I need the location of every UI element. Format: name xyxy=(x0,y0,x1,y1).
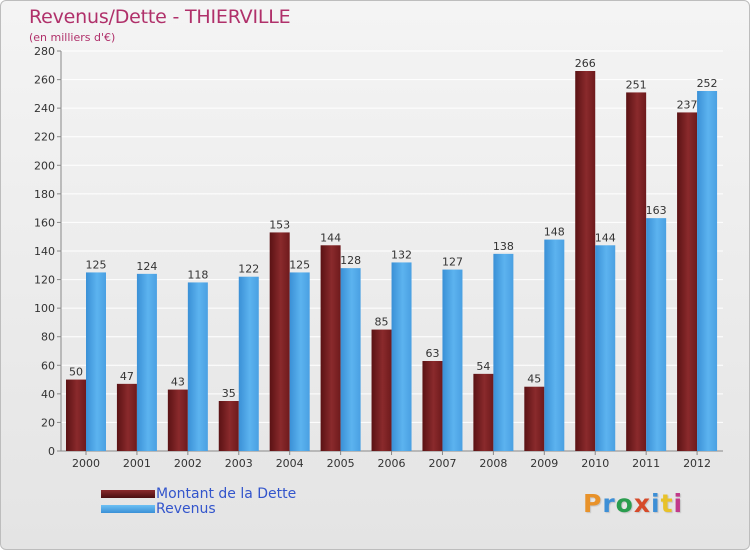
bar-dette-2009 xyxy=(524,386,545,451)
y-tick-label-120: 120 xyxy=(34,274,55,287)
bar-dette-2002 xyxy=(167,389,188,451)
data-label-dette-2000: 50 xyxy=(69,366,83,379)
y-tick-label-80: 80 xyxy=(41,331,55,344)
bar-dette-2004 xyxy=(269,232,290,451)
data-label-dette-2010: 266 xyxy=(575,57,596,70)
bar-dette-2010 xyxy=(575,71,596,451)
y-tick-label-140: 140 xyxy=(34,245,55,258)
bar-dette-2008 xyxy=(473,373,494,451)
data-label-revenus-2006: 132 xyxy=(391,248,412,261)
data-label-dette-2011: 251 xyxy=(626,78,647,91)
data-label-revenus-2005: 128 xyxy=(340,254,361,267)
bar-dette-2001 xyxy=(116,383,137,451)
data-label-revenus-2012: 252 xyxy=(697,77,718,90)
y-tick-label-20: 20 xyxy=(41,416,55,429)
data-label-revenus-2011: 163 xyxy=(646,204,667,217)
data-label-dette-2007: 63 xyxy=(425,347,439,360)
bar-revenus-2005 xyxy=(340,268,361,451)
data-label-dette-2001: 47 xyxy=(120,370,134,383)
data-label-revenus-2000: 125 xyxy=(86,258,107,271)
legend-swatch-revenus xyxy=(101,505,155,513)
logo-letter: r xyxy=(602,489,616,518)
x-tick-label-2006: 2006 xyxy=(378,457,406,470)
data-label-revenus-2004: 125 xyxy=(289,258,310,271)
y-tick-label-100: 100 xyxy=(34,302,55,315)
x-tick-label-2001: 2001 xyxy=(123,457,151,470)
bar-revenus-2010 xyxy=(595,245,616,451)
data-label-dette-2004: 153 xyxy=(269,218,290,231)
x-tick-label-2004: 2004 xyxy=(276,457,304,470)
data-label-dette-2003: 35 xyxy=(222,387,236,400)
logo-letter: t xyxy=(660,489,674,518)
legend-swatch-dette xyxy=(101,490,155,498)
bar-dette-2011 xyxy=(626,92,647,451)
legend-label-dette: Montant de la Dette xyxy=(156,486,297,502)
bar-revenus-2012 xyxy=(697,91,718,451)
logo-letter: i xyxy=(673,489,684,518)
y-tick-label-160: 160 xyxy=(34,216,55,229)
bar-revenus-2006 xyxy=(391,262,412,451)
data-label-dette-2002: 43 xyxy=(171,376,185,389)
data-label-dette-2005: 144 xyxy=(320,231,341,244)
chart-title: Revenus/Dette - THIERVILLE xyxy=(29,6,291,28)
x-tick-label-2011: 2011 xyxy=(632,457,660,470)
bar-revenus-2007 xyxy=(442,269,463,451)
logo-letter: i xyxy=(651,489,661,518)
y-tick-label-220: 220 xyxy=(34,131,55,144)
label-layer: 50 125 47 124 43 118 35 122 153 125 144 128 85 132 63 1… xyxy=(69,57,718,400)
data-label-dette-2006: 85 xyxy=(375,316,389,329)
data-label-revenus-2003: 122 xyxy=(238,263,259,276)
x-tick-label-2008: 2008 xyxy=(479,457,507,470)
bar-revenus-2003 xyxy=(238,276,259,451)
data-label-dette-2008: 54 xyxy=(476,360,490,373)
bar-dette-2012 xyxy=(677,112,698,451)
data-label-revenus-2008: 138 xyxy=(493,240,514,253)
x-tick-label-2009: 2009 xyxy=(530,457,558,470)
y-tick-label-0: 0 xyxy=(48,445,55,458)
bar-dette-2000 xyxy=(66,379,86,451)
bar-revenus-2001 xyxy=(136,273,157,451)
data-label-revenus-2009: 148 xyxy=(544,226,565,239)
proxiti-logo: Proxiti xyxy=(583,489,683,518)
x-tick-label-2002: 2002 xyxy=(174,457,202,470)
data-label-dette-2009: 45 xyxy=(527,373,541,386)
bar-layer xyxy=(66,71,718,451)
y-tick-label-280: 280 xyxy=(34,45,55,58)
bar-revenus-2008 xyxy=(493,253,514,451)
y-tick-label-60: 60 xyxy=(41,359,55,372)
y-tick-label-180: 180 xyxy=(34,188,55,201)
bar-revenus-2002 xyxy=(187,282,208,451)
data-label-revenus-2010: 144 xyxy=(595,231,616,244)
y-tick-label-40: 40 xyxy=(41,388,55,401)
x-tick-label-2003: 2003 xyxy=(225,457,253,470)
logo-letter: P xyxy=(583,489,603,518)
data-label-dette-2012: 237 xyxy=(677,98,698,111)
axis-layer: 0 20 40 60 80 100 120 140 160 180 200 220 240 260 280 2… xyxy=(34,45,723,470)
bar-dette-2005 xyxy=(320,245,341,451)
x-tick-label-2000: 2000 xyxy=(72,457,100,470)
bar-dette-2006 xyxy=(371,329,392,451)
logo-letter: x xyxy=(633,489,651,518)
data-label-revenus-2007: 127 xyxy=(442,256,463,269)
chart-subtitle: (en milliers d'€) xyxy=(29,31,116,44)
bar-revenus-2004 xyxy=(289,272,310,451)
bar-revenus-2000 xyxy=(86,272,106,451)
x-tick-label-2010: 2010 xyxy=(581,457,609,470)
x-tick-label-2012: 2012 xyxy=(683,457,711,470)
legend-label-revenus: Revenus xyxy=(156,501,216,517)
bar-revenus-2009 xyxy=(544,239,565,451)
y-tick-label-200: 200 xyxy=(34,159,55,172)
bar-revenus-2011 xyxy=(646,218,667,451)
data-label-revenus-2001: 124 xyxy=(136,260,157,273)
y-tick-label-240: 240 xyxy=(34,102,55,115)
data-label-revenus-2002: 118 xyxy=(187,268,208,281)
x-tick-label-2007: 2007 xyxy=(428,457,456,470)
y-tick-label-260: 260 xyxy=(34,74,55,87)
logo-letter: o xyxy=(615,489,634,518)
bar-dette-2007 xyxy=(422,361,443,451)
bar-dette-2003 xyxy=(218,401,239,451)
x-tick-label-2005: 2005 xyxy=(327,457,355,470)
